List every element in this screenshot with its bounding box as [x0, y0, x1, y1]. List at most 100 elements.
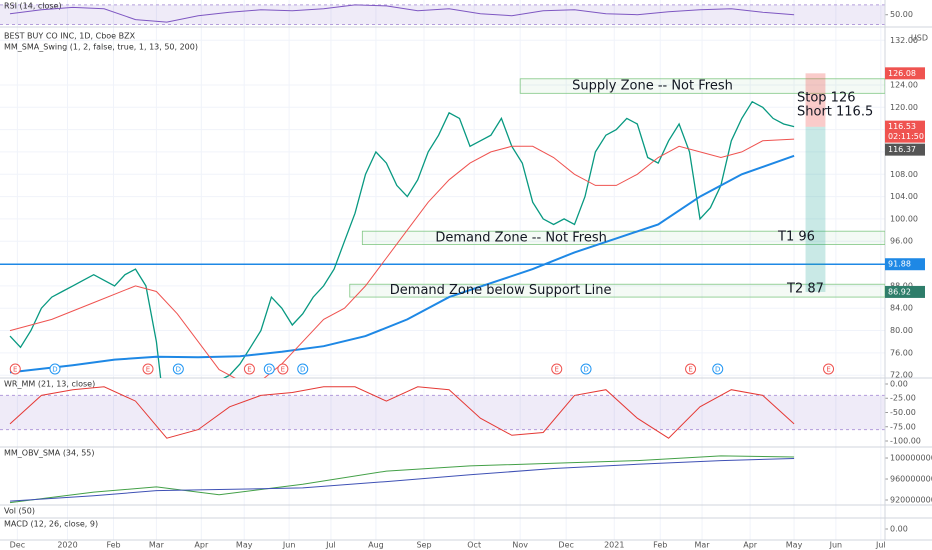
reward-box	[805, 126, 826, 292]
event-marker	[580, 363, 592, 375]
price-badge-label: 86.92	[888, 287, 911, 296]
pane-label: MM_OBV_SMA (34, 55)	[4, 449, 95, 458]
event-label: E	[555, 366, 559, 374]
zone-label: Demand Zone -- Not Fresh	[435, 230, 607, 245]
price-badge-label: 116.53	[888, 122, 916, 131]
band	[0, 395, 885, 430]
event-marker	[297, 363, 309, 375]
event-marker	[172, 363, 184, 375]
band	[0, 4, 885, 25]
pane-label: RSI (14, close)	[4, 2, 62, 11]
price-badge	[885, 67, 925, 80]
y-tick-label: 960000000.00	[890, 475, 932, 484]
y-tick-label: 80.00	[890, 326, 913, 335]
series-line	[9, 138, 795, 378]
y-tick-label: 132.00	[890, 36, 918, 45]
event-marker	[277, 363, 289, 375]
pane-label: Vol (50)	[4, 507, 35, 516]
x-tick-label: Jul	[875, 541, 886, 550]
event-label: D	[176, 366, 181, 374]
event-marker	[142, 363, 154, 375]
price-badge-countdown: 02:11:50	[888, 132, 924, 141]
price-badge	[885, 143, 925, 156]
zone-label: Supply Zone -- Not Fresh	[572, 79, 733, 94]
x-tick-label: Jun	[282, 541, 296, 550]
event-label: E	[281, 366, 285, 374]
trade-label: Stop 126	[797, 91, 856, 106]
x-tick-label: Mar	[695, 541, 711, 550]
x-tick-label: 2020	[57, 541, 77, 550]
x-tick-label: Apr	[194, 541, 209, 550]
x-tick-label: Dec	[558, 541, 573, 550]
y-tick-label: 76.00	[890, 348, 913, 357]
x-tick-label: Feb	[653, 541, 667, 550]
series-line	[9, 100, 795, 378]
price-badge-label: 116.37	[888, 145, 916, 154]
zone	[349, 283, 885, 298]
y-tick-label: 72.00	[890, 371, 913, 380]
y-tick-label: -100.00	[890, 437, 921, 446]
y-tick-label: 0.00	[890, 525, 908, 534]
series-line	[9, 4, 795, 23]
x-tick-label: Mar	[149, 541, 165, 550]
event-marker	[712, 363, 724, 375]
series-line	[9, 455, 795, 504]
risk-box	[805, 73, 826, 127]
x-tick-label: May	[786, 541, 803, 550]
y-tick-label: -25.00	[890, 394, 916, 403]
price-badge	[885, 120, 925, 143]
x-tick-label: Jun	[829, 541, 843, 550]
x-tick-label: Feb	[106, 541, 120, 550]
series-line	[9, 458, 795, 502]
x-tick-label: Jul	[325, 541, 336, 550]
x-tick-label: Sep	[416, 541, 431, 550]
trade-label: T2 87	[786, 282, 824, 297]
x-tick-label: Aug	[368, 541, 384, 550]
event-label: E	[826, 366, 830, 374]
y-tick-label: 124.00	[890, 80, 918, 89]
unit-label: USD	[911, 34, 928, 43]
event-label: D	[300, 366, 305, 374]
event-label: E	[247, 366, 251, 374]
event-label: D	[715, 366, 720, 374]
event-label: E	[146, 366, 150, 374]
trade-label: Short 116.5	[797, 105, 873, 120]
indicator-label: MM_SMA_Swing (1, 2, false, true, 1, 13, …	[4, 43, 198, 52]
y-tick-label: 0.00	[890, 379, 908, 388]
y-tick-label: 84.00	[890, 304, 913, 313]
event-label: E	[688, 366, 692, 374]
event-marker	[243, 363, 255, 375]
x-tick-label: Oct	[467, 541, 481, 550]
y-tick-label: -50.00	[890, 408, 916, 417]
pane-label: MACD (12, 26, close, 9)	[4, 520, 98, 529]
x-tick-label: Nov	[512, 541, 528, 550]
price-plot	[0, 73, 885, 378]
event-marker	[551, 363, 563, 375]
zone-label: Demand Zone below Support Line	[390, 283, 612, 298]
event-label: D	[583, 366, 588, 374]
x-tick-label: Dec	[10, 541, 25, 550]
y-tick-label: 120.00	[890, 103, 918, 112]
price-badge	[885, 258, 925, 271]
event-marker	[685, 363, 697, 375]
price-badge-label: 91.88	[888, 260, 911, 269]
trade-label: T1 96	[777, 230, 815, 245]
y-tick-label: 100.00	[890, 214, 918, 223]
event-label: D	[52, 366, 57, 374]
y-tick-label: 104.00	[890, 192, 918, 201]
price-badge	[885, 285, 925, 298]
y-tick-label: -75.00	[890, 422, 916, 431]
pane-label: BEST BUY CO INC, 1D, Cboe BZX	[4, 32, 136, 41]
zone	[519, 78, 885, 94]
event-label: E	[13, 366, 17, 374]
y-tick-label: 50.00	[890, 10, 913, 19]
event-marker	[49, 363, 61, 375]
series-line	[9, 386, 795, 439]
pane-label: WR_MM (21, 13, close)	[4, 380, 95, 389]
event-marker	[263, 363, 275, 375]
zone	[361, 230, 885, 245]
price-badge-label: 126.08	[888, 69, 916, 78]
y-tick-label: 88.00	[890, 281, 913, 290]
